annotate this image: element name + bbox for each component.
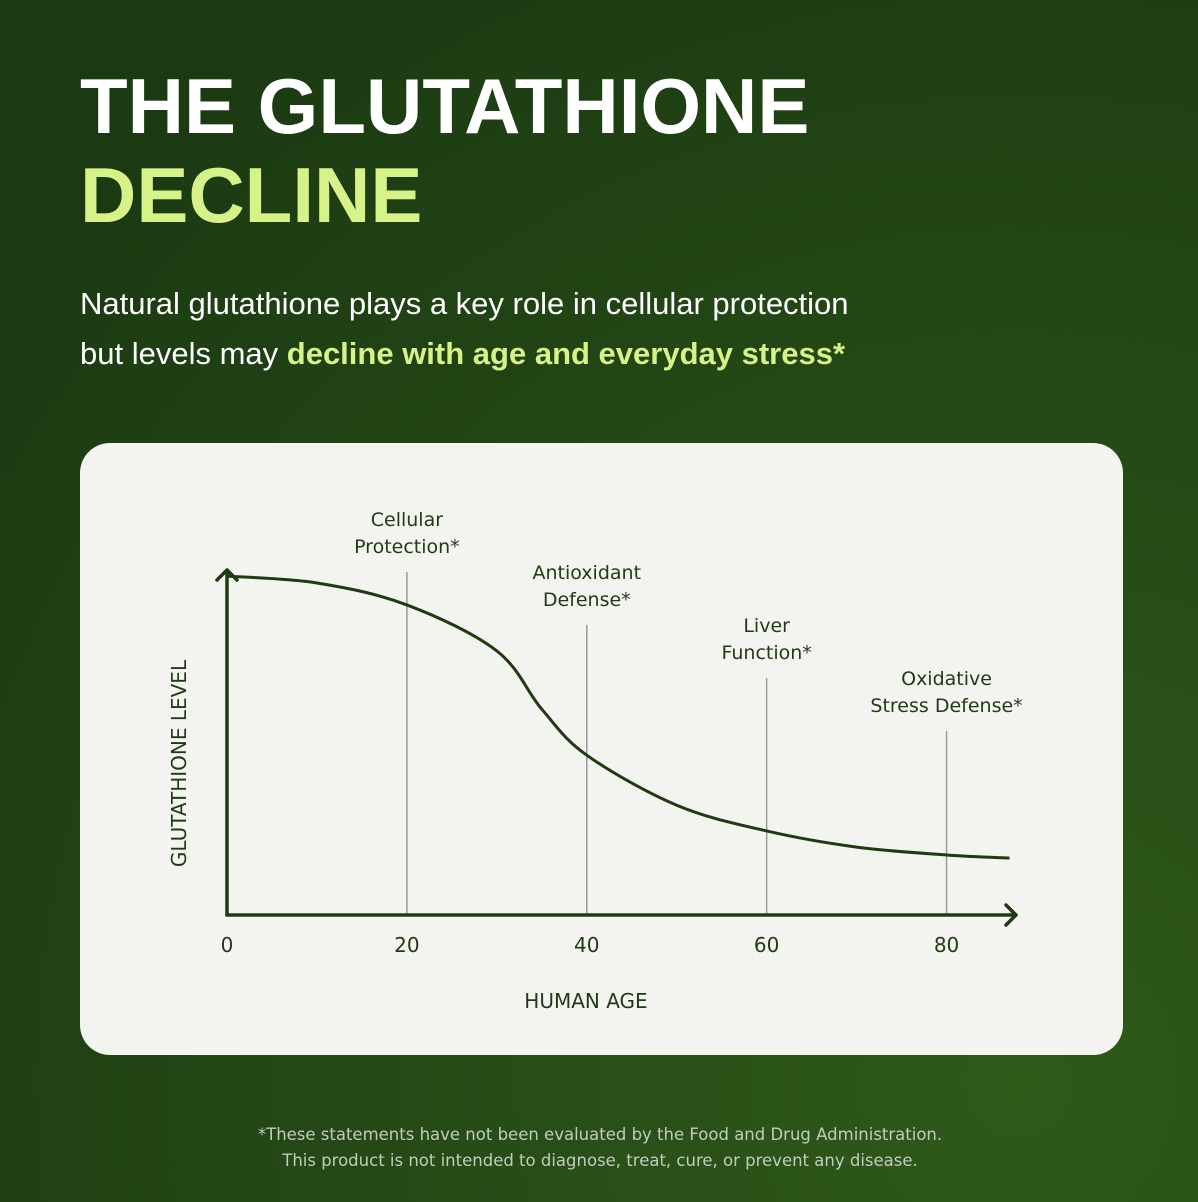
x-axis-label: HUMAN AGE — [524, 989, 647, 1013]
x-tick-label: 60 — [754, 933, 779, 957]
subtitle-line: but levels may decline with age and ever… — [80, 336, 846, 371]
y-axis-label: GLUTATHIONE LEVEL — [167, 659, 191, 867]
decline-curve — [226, 574, 1010, 860]
x-tick-label: 40 — [574, 933, 599, 957]
plot: Cellular Protection* Antioxidant Defense* Li… — [167, 509, 1023, 1013]
annotation-label: Stress Defense* — [870, 695, 1022, 717]
annotation-label: Liver — [743, 615, 790, 637]
annotation-label: Antioxidant — [533, 562, 642, 584]
x-axis — [225, 903, 1018, 927]
annotation-label: Defense* — [543, 589, 631, 611]
title-line: THE GLUTATHIONE — [80, 62, 809, 150]
x-tick-label: 20 — [394, 933, 419, 957]
annotation-label: Protection* — [354, 536, 460, 558]
chart-card — [80, 443, 1123, 1055]
annotation-label: Oxidative — [901, 668, 992, 690]
subtitle-text: but levels may — [80, 336, 279, 371]
title-highlight: DECLINE — [80, 151, 422, 239]
footnote: *These statements have not been evaluate… — [258, 1125, 942, 1144]
annotation-label: Cellular — [371, 509, 443, 531]
subtitle-highlight: decline with age and everyday stress* — [287, 336, 846, 371]
subtitle-line: Natural glutathione plays a key role in … — [80, 286, 849, 321]
footnote: This product is not intended to diagnose… — [281, 1151, 918, 1170]
x-tick-label: 80 — [934, 933, 959, 957]
annotation-label: Function* — [721, 642, 811, 664]
x-tick-label: 0 — [221, 933, 234, 957]
